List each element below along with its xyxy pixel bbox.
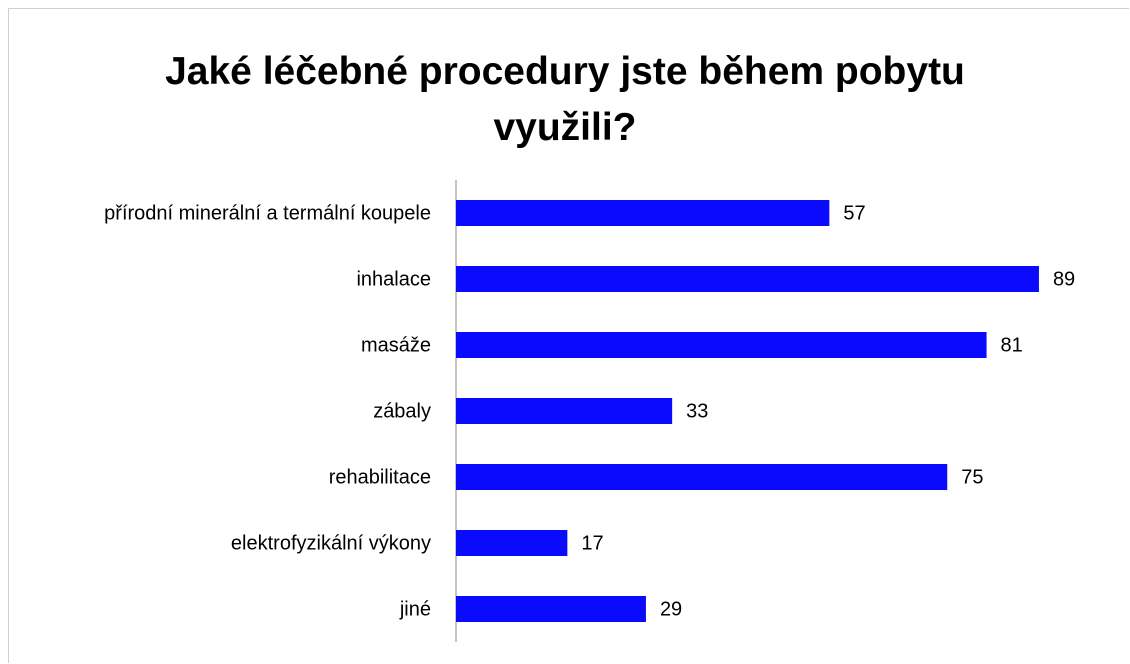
y-tick-label: elektrofyzikální výkony <box>231 532 431 554</box>
data-label: 33 <box>686 400 708 422</box>
y-tick-label: jiné <box>399 598 431 620</box>
bar <box>456 464 948 490</box>
data-label: 57 <box>843 202 865 224</box>
y-tick-label: přírodní minerální a termální koupele <box>104 202 431 224</box>
bar <box>456 398 673 424</box>
y-tick-label: rehabilitace <box>329 466 431 488</box>
data-label: 89 <box>1053 268 1075 290</box>
bar <box>456 200 830 226</box>
bar <box>456 530 568 556</box>
bar <box>456 332 987 358</box>
bar <box>456 596 646 622</box>
data-label: 17 <box>581 532 603 554</box>
chart-title: Jaké léčebné procedury jste během pobytu… <box>165 50 965 149</box>
data-label: 29 <box>660 598 682 620</box>
data-label: 75 <box>961 466 983 488</box>
bar <box>456 266 1039 292</box>
y-tick-label: masáže <box>361 334 431 356</box>
chart-border <box>8 8 1129 663</box>
data-label: 81 <box>1001 334 1023 356</box>
y-tick-label: zábaly <box>373 400 431 422</box>
y-tick-label: inhalace <box>356 268 431 290</box>
